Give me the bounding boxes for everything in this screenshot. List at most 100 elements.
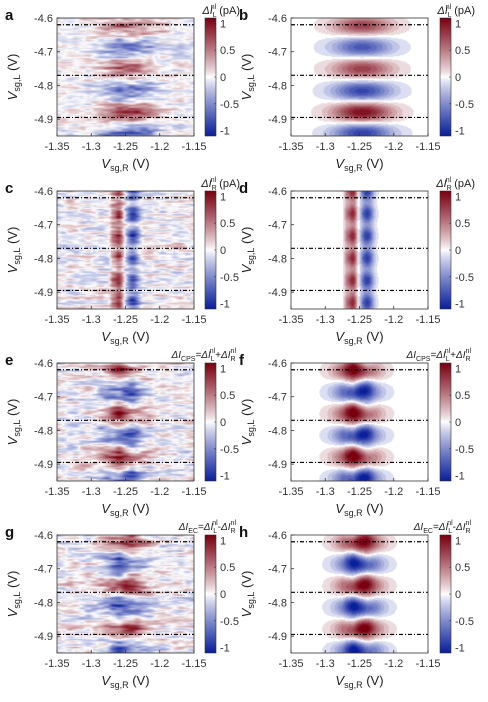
x-tick-label: -1.15 — [415, 658, 440, 670]
panel-letter: d — [239, 180, 248, 197]
heatmap-f — [291, 363, 428, 481]
x-tick-label: -1.35 — [278, 486, 303, 498]
x-axis-label: Vsg,R (V) — [335, 673, 383, 690]
y-tick-label: -4.7 — [34, 47, 53, 59]
panel-letter: e — [5, 352, 13, 369]
colorbar-tick-label: -0.5 — [455, 444, 474, 456]
x-tick-label: -1.35 — [44, 314, 69, 326]
x-tick-label: -1.2 — [384, 141, 403, 153]
x-tick-label: -1.15 — [181, 658, 206, 670]
y-tick-label: -4.6 — [268, 358, 287, 370]
x-tick-label: -1.3 — [82, 141, 101, 153]
x-tick-label: -1.3 — [316, 314, 335, 326]
y-tick-label: -4.8 — [268, 425, 287, 437]
y-axis-label: Vsg,L (V) — [5, 399, 22, 446]
colorbar-title: ΔICPS=ΔILnl+ΔIRnl — [406, 348, 472, 363]
colorbar-b — [440, 18, 451, 136]
y-tick-label: -4.6 — [34, 186, 53, 198]
colorbar-tick-label: 1 — [455, 535, 461, 547]
x-tick-label: -1.25 — [347, 141, 372, 153]
y-axis-label: Vsg,L (V) — [239, 399, 256, 446]
colorbar-tick-label: 0 — [220, 245, 226, 257]
y-axis-label: Vsg,L (V) — [239, 227, 256, 274]
y-tick-label: -4.8 — [268, 253, 287, 265]
panel-g: g -4.6 -4.7 -4.8 -4.9 -1.35 -1.3 -1.25 -1.2 -1.15… — [5, 520, 239, 690]
colorbar-tick-label: 1 — [220, 18, 226, 30]
heatmap-a — [57, 18, 194, 136]
x-tick-label: -1.2 — [384, 658, 403, 670]
colorbar-tick-label: 1 — [455, 191, 461, 203]
x-tick-label: -1.15 — [415, 314, 440, 326]
panel-e: e -4.6 -4.7 -4.8 -4.9 -1.35 -1.3 -1.25 -1.2 -1.15… — [5, 348, 239, 518]
y-tick-label: -4.9 — [268, 287, 287, 299]
panel-a: a -4.6 -4.7 -4.8 -4.9 -1.35 -1.3 -1.25 -1.2 -1.15… — [5, 4, 240, 173]
colorbar-tick-label: -1 — [455, 471, 465, 483]
y-tick-label: -4.9 — [268, 631, 287, 643]
x-tick-label: -1.2 — [384, 486, 403, 498]
colorbar-tick-label: -0.5 — [455, 99, 474, 111]
x-axis-label: Vsg,R (V) — [101, 501, 149, 518]
x-axis-label: Vsg,R (V) — [101, 156, 149, 173]
y-tick-label: -4.7 — [34, 220, 53, 232]
colorbar-tick-label: 1 — [220, 191, 226, 203]
colorbar-tick-label: 0 — [455, 245, 461, 257]
x-tick-label: -1.35 — [44, 658, 69, 670]
panel-f: f -4.6 -4.7 -4.8 -4.9 -1.35 -1.3 -1.25 -1.2 -1.15… — [239, 348, 474, 518]
y-tick-label: -4.7 — [268, 220, 287, 232]
x-tick-label: -1.15 — [181, 141, 206, 153]
colorbar-d — [440, 191, 451, 309]
colorbar-tick-label: 0 — [455, 72, 461, 84]
y-axis-label: Vsg,L (V) — [5, 571, 22, 618]
colorbar-tick-label: -1 — [455, 299, 465, 311]
panel-b: b -4.6 -4.7 -4.8 -4.9 -1.35 -1.3 -1.25 -1.2 -1.15… — [239, 4, 475, 173]
y-tick-label: -4.8 — [34, 425, 53, 437]
colorbar-tick-label: -0.5 — [220, 272, 239, 284]
y-axis-label: Vsg,L (V) — [239, 571, 256, 618]
colorbar-f — [440, 363, 451, 481]
colorbar-tick-label: -1 — [220, 299, 230, 311]
y-tick-label: -4.9 — [34, 114, 53, 126]
x-tick-label: -1.25 — [113, 141, 138, 153]
y-tick-label: -4.7 — [268, 564, 287, 576]
colorbar-tick-label: -1 — [220, 471, 230, 483]
colorbar-tick-label: -0.5 — [220, 616, 239, 628]
colorbar-tick-label: 0 — [455, 417, 461, 429]
colorbar-tick-label: 0 — [220, 417, 226, 429]
colorbar-tick-label: 0.5 — [455, 390, 470, 402]
colorbar-title: ΔIEC=ΔILnl-ΔIRnl — [413, 520, 472, 535]
y-tick-label: -4.9 — [268, 459, 287, 471]
panel-d: d -4.6 -4.7 -4.8 -4.9 -1.35 -1.3 -1.25 -1.2 -1.15… — [239, 177, 475, 346]
colorbar-tick-label: -0.5 — [455, 616, 474, 628]
y-tick-label: -4.9 — [34, 631, 53, 643]
y-tick-label: -4.6 — [34, 358, 53, 370]
x-tick-label: -1.2 — [150, 486, 169, 498]
y-tick-label: -4.9 — [34, 287, 53, 299]
x-tick-label: -1.35 — [278, 658, 303, 670]
colorbar-title: ΔICPS=ΔILnl+ΔIRnl — [171, 348, 237, 363]
y-tick-label: -4.8 — [268, 597, 287, 609]
colorbar-title: ΔIRnl (pA) — [200, 177, 240, 192]
x-tick-label: -1.15 — [415, 486, 440, 498]
x-axis-label: Vsg,R (V) — [101, 673, 149, 690]
y-tick-label: -4.6 — [34, 530, 53, 542]
y-tick-label: -4.6 — [268, 13, 287, 25]
heatmap-b — [291, 18, 428, 136]
y-tick-label: -4.8 — [268, 80, 287, 92]
panel-c: c -4.6 -4.7 -4.8 -4.9 -1.35 -1.3 -1.25 -1.2 -1.15… — [5, 177, 240, 346]
colorbar-tick-label: 0.5 — [455, 218, 470, 230]
x-tick-label: -1.2 — [150, 658, 169, 670]
x-tick-label: -1.15 — [415, 141, 440, 153]
colorbar-tick-label: 0 — [220, 72, 226, 84]
heatmap-c — [57, 191, 194, 309]
colorbar-tick-label: 0.5 — [455, 562, 470, 574]
colorbar-tick-label: -1 — [455, 126, 465, 138]
panel-letter: f — [239, 352, 245, 369]
colorbar-a — [205, 18, 216, 136]
x-tick-label: -1.15 — [181, 486, 206, 498]
x-tick-label: -1.3 — [316, 486, 335, 498]
colorbar-g — [205, 535, 216, 653]
colorbar-tick-label: -0.5 — [220, 99, 239, 111]
x-axis-label: Vsg,R (V) — [335, 501, 383, 518]
colorbar-tick-label: -1 — [220, 643, 230, 655]
